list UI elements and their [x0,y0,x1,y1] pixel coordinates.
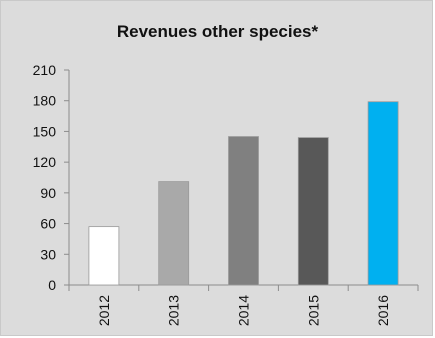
bar-2016 [367,101,399,286]
x-tick-label: 2016 [375,295,391,326]
x-tick-label: 2013 [166,295,182,326]
bar-2013 [158,181,190,286]
x-tick-label: 2014 [236,295,252,326]
y-tick-label: 0 [48,277,56,293]
chart-title: Revenues other species* [116,22,319,41]
x-tick-label: 2012 [96,295,112,326]
y-tick-label: 180 [33,93,57,109]
bar-2014 [228,136,259,286]
x-tick-label: 2015 [305,295,321,326]
y-tick-label: 60 [40,216,56,232]
y-tick-label: 30 [40,246,56,262]
y-tick-label: 150 [33,123,57,139]
bar-2012 [88,226,120,286]
y-tick-label: 90 [40,185,56,201]
bar-2015 [297,137,329,286]
y-tick-label: 210 [33,62,57,78]
y-tick-label: 120 [33,154,57,170]
